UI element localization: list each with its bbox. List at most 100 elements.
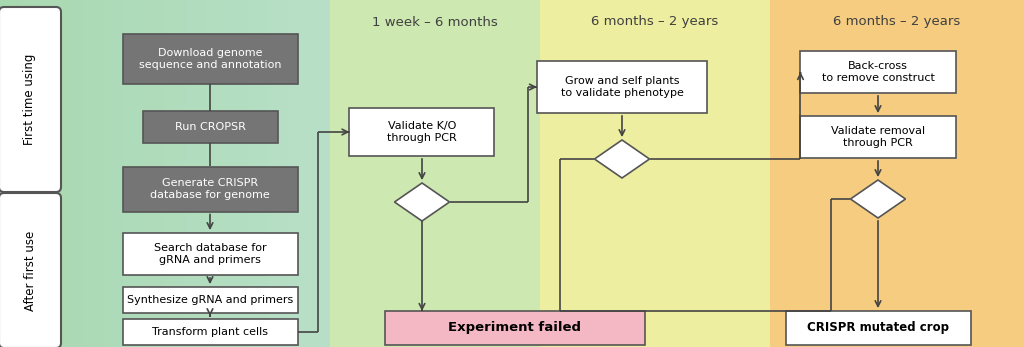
Bar (322, 0, 327, 347)
Bar (25, 0, 30, 347)
Bar (8, 0, 13, 347)
Bar (210, 0, 215, 347)
Text: Validate removal
through PCR: Validate removal through PCR (830, 126, 925, 148)
Bar (87, 0, 92, 347)
Bar (272, 0, 278, 347)
Bar (244, 0, 249, 347)
Bar (227, 0, 232, 347)
Bar (256, 0, 261, 347)
Text: 6 months – 2 years: 6 months – 2 years (834, 16, 961, 28)
Bar (181, 0, 186, 347)
Bar (770, 0, 1024, 347)
Text: First time using: First time using (24, 54, 37, 145)
Bar (132, 0, 137, 347)
Bar (33, 0, 38, 347)
Bar (189, 0, 195, 347)
Bar (70, 0, 75, 347)
Text: Back-cross
to remove construct: Back-cross to remove construct (821, 61, 935, 83)
Bar (157, 0, 162, 347)
Bar (231, 0, 237, 347)
Bar (540, 0, 770, 347)
Text: Generate CRISPR
database for genome: Generate CRISPR database for genome (151, 178, 270, 200)
Bar (112, 0, 117, 347)
Bar (198, 0, 203, 347)
Bar (268, 0, 273, 347)
Bar (66, 0, 71, 347)
Bar (61, 0, 67, 347)
Bar (223, 0, 228, 347)
Bar (169, 0, 174, 347)
Bar (330, 0, 540, 347)
Bar (214, 0, 219, 347)
Bar (236, 0, 241, 347)
Bar (240, 0, 245, 347)
Bar (144, 0, 150, 347)
Bar (297, 0, 302, 347)
Bar (79, 0, 84, 347)
Bar (75, 0, 80, 347)
Bar (276, 0, 282, 347)
Text: Synthesize gRNA and primers: Synthesize gRNA and primers (127, 295, 293, 305)
Bar (95, 0, 100, 347)
Bar (537, 61, 707, 113)
Text: After first use: After first use (24, 230, 37, 311)
Bar (123, 233, 298, 275)
Bar (309, 0, 314, 347)
Text: CRISPR mutated crop: CRISPR mutated crop (807, 322, 949, 335)
Bar (99, 0, 104, 347)
Bar (140, 0, 145, 347)
Bar (124, 0, 129, 347)
Text: Run CROPSR: Run CROPSR (174, 122, 246, 132)
Bar (264, 0, 269, 347)
Bar (53, 0, 58, 347)
Bar (317, 0, 323, 347)
Bar (116, 0, 121, 347)
Bar (177, 0, 182, 347)
Bar (161, 0, 166, 347)
Bar (349, 108, 495, 156)
Bar (148, 0, 154, 347)
Polygon shape (595, 140, 649, 178)
Text: Search database for
gRNA and primers: Search database for gRNA and primers (154, 243, 266, 265)
Bar (108, 0, 113, 347)
Bar (20, 0, 26, 347)
Bar (16, 0, 22, 347)
Bar (385, 311, 645, 345)
Bar (153, 0, 158, 347)
Polygon shape (394, 183, 450, 221)
Bar (120, 0, 125, 347)
Bar (281, 0, 286, 347)
Bar (313, 0, 318, 347)
Bar (41, 0, 46, 347)
Text: Validate K/O
through PCR: Validate K/O through PCR (387, 121, 457, 143)
Bar (45, 0, 50, 347)
Bar (305, 0, 310, 347)
Text: Experiment failed: Experiment failed (449, 322, 582, 335)
Bar (289, 0, 294, 347)
Bar (801, 51, 955, 93)
Bar (801, 116, 955, 158)
Text: Transform plant cells: Transform plant cells (152, 327, 268, 337)
Bar (219, 0, 224, 347)
Text: 6 months – 2 years: 6 months – 2 years (592, 16, 719, 28)
Bar (83, 0, 88, 347)
Bar (142, 111, 278, 143)
Bar (57, 0, 62, 347)
Bar (285, 0, 290, 347)
Bar (785, 311, 971, 345)
Bar (49, 0, 54, 347)
Polygon shape (851, 180, 905, 218)
FancyBboxPatch shape (0, 193, 61, 347)
FancyBboxPatch shape (0, 7, 61, 192)
Bar (0, 0, 5, 347)
Bar (185, 0, 190, 347)
Bar (326, 0, 331, 347)
Text: Grow and self plants
to validate phenotype: Grow and self plants to validate phenoty… (560, 76, 683, 98)
Text: Download genome
sequence and annotation: Download genome sequence and annotation (138, 48, 282, 70)
Bar (123, 34, 298, 84)
Bar (12, 0, 17, 347)
Bar (173, 0, 178, 347)
Bar (123, 167, 298, 212)
Bar (128, 0, 133, 347)
Bar (103, 0, 109, 347)
